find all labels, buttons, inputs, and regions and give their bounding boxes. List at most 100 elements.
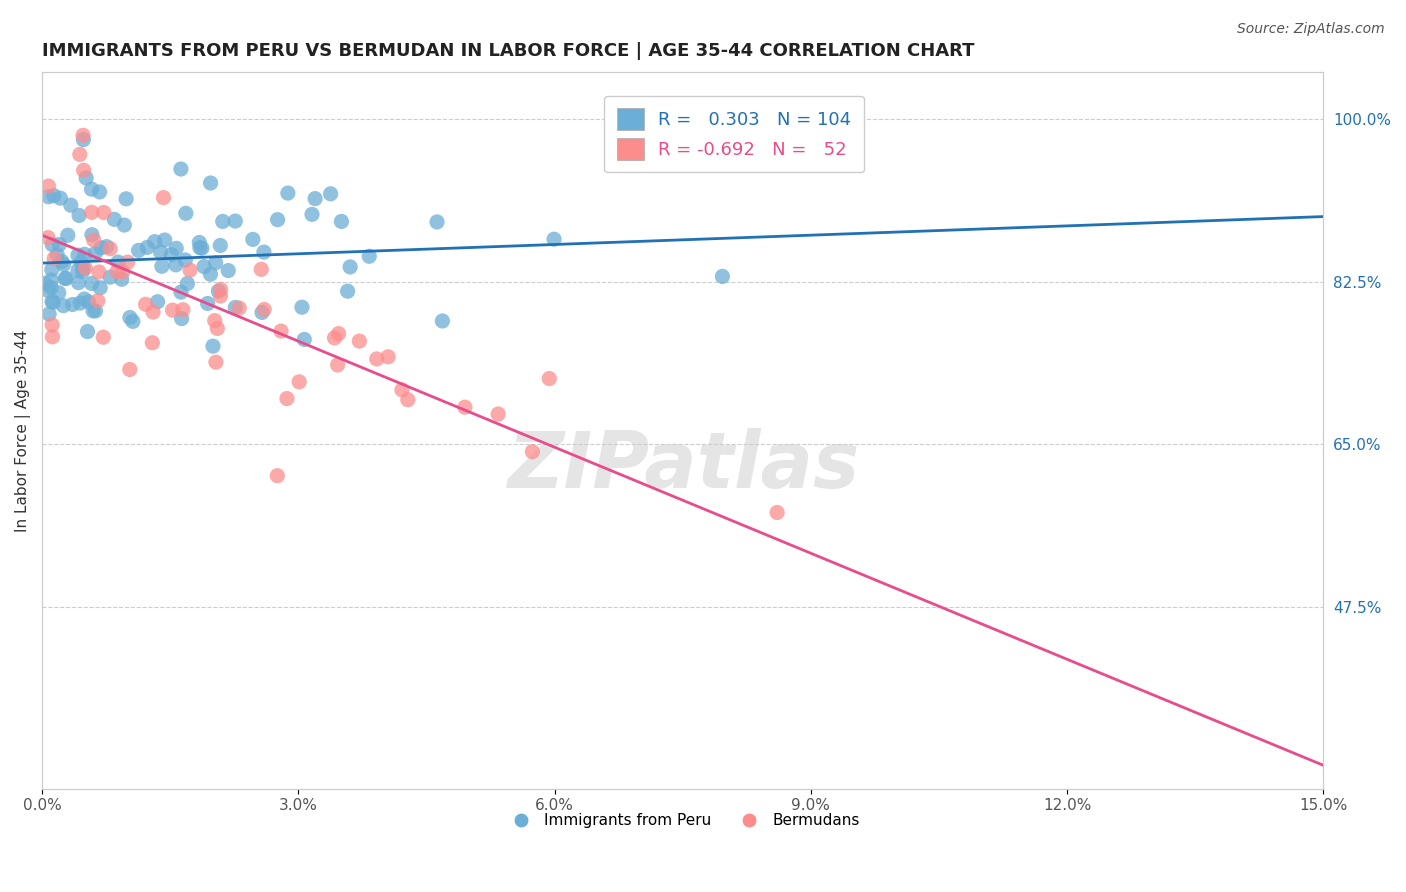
Point [42,188,65,202]
Point [115,192,138,206]
Point [38,307,60,321]
Point [41,294,63,309]
Point [76,325,98,339]
Point [146,294,169,309]
Point [141,335,163,350]
Point [522,444,544,458]
Point [48,285,70,300]
Point [87,265,110,279]
Point [301,207,323,221]
Point [204,256,226,270]
Point [543,232,565,246]
Text: IMMIGRANTS FROM PERU VS BERMUDAN IN LABOR FORCE | AGE 35-44 CORRELATION CHART: IMMIGRANTS FROM PERU VS BERMUDAN IN LABO… [42,42,974,60]
Point [111,272,134,286]
Point [162,303,184,318]
Point [41,318,63,332]
Point [176,277,198,291]
Point [304,192,326,206]
Point [170,285,193,299]
Point [291,300,314,314]
Point [200,176,222,190]
Point [193,260,215,274]
Point [75,170,97,185]
Point [46,248,69,262]
Y-axis label: In Labor Force | Age 35-44: In Labor Force | Age 35-44 [15,329,31,532]
Point [118,362,141,376]
Point [72,261,94,276]
Point [91,330,114,344]
Point [766,506,789,520]
Point [41,273,63,287]
Point [200,267,222,281]
Point [80,277,103,291]
Legend: Immigrants from Peru, Bermudans: Immigrants from Peru, Bermudans [499,807,866,835]
Point [209,282,232,296]
Point [72,265,94,279]
Point [207,321,229,335]
Point [69,147,91,161]
Point [204,313,226,327]
Point [87,293,110,308]
Point [242,232,264,246]
Point [52,258,75,272]
Point [266,468,288,483]
Point [37,179,59,194]
Point [330,214,353,228]
Point [205,355,228,369]
Point [174,252,197,267]
Point [41,262,63,277]
Point [276,392,298,406]
Point [339,260,361,274]
Point [98,270,121,285]
Point [486,407,509,421]
Point [224,301,246,315]
Point [80,182,103,196]
Point [270,324,292,338]
Point [112,218,135,232]
Point [72,128,94,143]
Point [207,284,229,298]
Point [56,228,79,243]
Point [51,254,73,268]
Point [349,334,371,348]
Point [111,265,134,279]
Point [172,302,194,317]
Point [170,161,193,176]
Point [250,305,273,319]
Point [84,246,107,260]
Point [103,212,125,227]
Point [336,284,359,298]
Point [48,237,70,252]
Point [128,244,150,258]
Point [37,230,59,244]
Point [152,191,174,205]
Point [105,264,128,278]
Point [73,163,96,178]
Point [319,186,342,201]
Point [377,350,399,364]
Point [142,305,165,319]
Point [73,292,96,306]
Point [53,271,76,285]
Point [211,214,233,228]
Point [292,333,315,347]
Point [328,326,350,341]
Point [77,294,100,309]
Point [228,301,250,315]
Point [454,400,477,414]
Point [165,258,187,272]
Point [59,198,82,212]
Point [93,205,115,219]
Point [224,214,246,228]
Point [89,185,111,199]
Point [41,330,63,344]
Point [73,247,96,261]
Point [366,351,388,366]
Point [188,241,211,255]
Point [432,314,454,328]
Point [42,295,65,310]
Point [266,212,288,227]
Point [41,237,63,252]
Point [66,263,89,277]
Point [426,215,449,229]
